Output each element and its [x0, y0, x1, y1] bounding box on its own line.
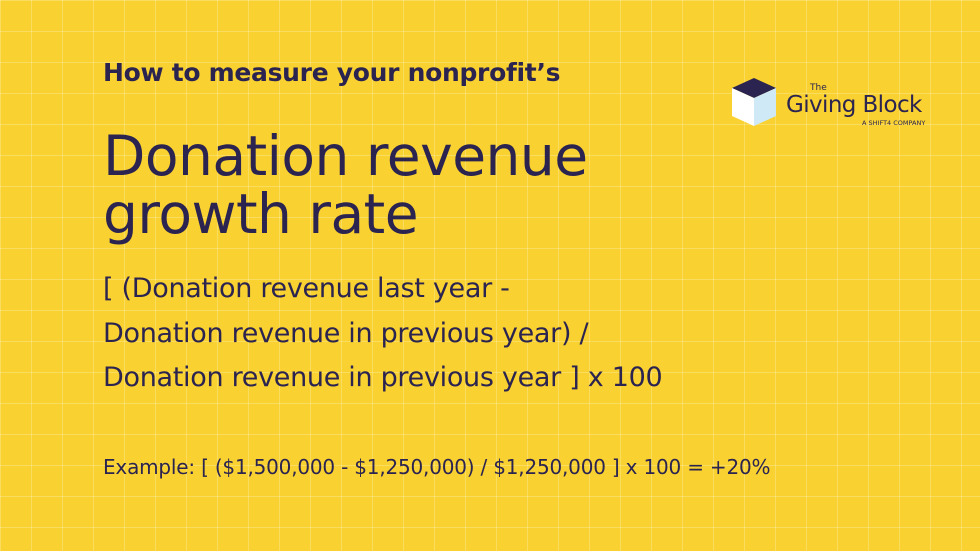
subtitle: How to measure your nonprofit’s — [103, 58, 561, 87]
cube-right — [754, 88, 776, 126]
formula-line: Donation revenue in previous year ] x 10… — [103, 362, 663, 393]
logo-name: Giving Block — [786, 92, 923, 118]
title-line: growth rate — [103, 182, 419, 246]
cube-left — [732, 88, 754, 126]
formula-line: Donation revenue in previous year) / — [103, 318, 589, 349]
logo-small: The — [809, 83, 827, 93]
logo-tagline: A SHIFT4 COMPANY — [862, 119, 925, 127]
title-line: Donation revenue — [103, 124, 588, 188]
logo: The Giving Block A SHIFT4 COMPANY — [732, 78, 925, 127]
example: Example: [ ($1,500,000 - $1,250,000) / $… — [103, 455, 771, 479]
formula-line: [ (Donation revenue last year - — [103, 273, 510, 304]
